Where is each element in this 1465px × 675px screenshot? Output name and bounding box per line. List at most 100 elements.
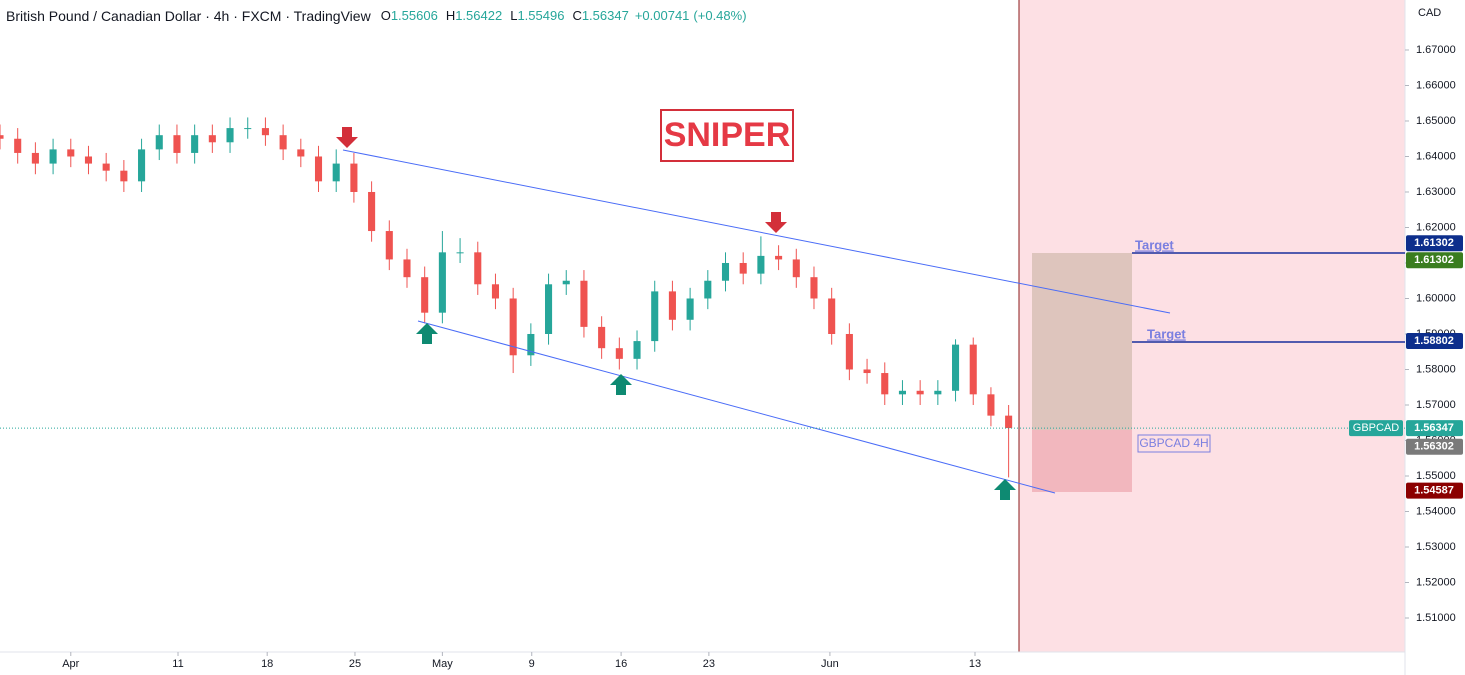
price-tag xyxy=(1406,420,1463,437)
candle-body xyxy=(208,135,216,143)
candle-body xyxy=(668,291,676,320)
candle-body xyxy=(757,255,765,274)
y-tick-label: 1.62000 xyxy=(1416,221,1456,233)
candle-body xyxy=(775,255,783,260)
candle-body xyxy=(633,341,641,359)
candle-body xyxy=(863,369,871,374)
buy-arrow xyxy=(416,323,438,344)
candle-body xyxy=(527,333,535,356)
candle-body xyxy=(138,149,146,182)
candle-body xyxy=(828,298,836,334)
x-tick-label: 9 xyxy=(529,658,535,670)
candle-body xyxy=(244,128,252,130)
candle-body xyxy=(14,138,22,153)
candles xyxy=(0,117,1013,478)
candle-body xyxy=(987,394,995,416)
x-tick-label: 23 xyxy=(703,658,715,670)
loss-zone xyxy=(1032,430,1132,492)
candle-body xyxy=(580,280,588,327)
price-tag xyxy=(1406,482,1463,499)
price-tag-label: 1.58802 xyxy=(1414,335,1454,347)
x-tick-label: May xyxy=(432,658,453,670)
price-tag-label: 1.61302 xyxy=(1414,254,1454,266)
position-label-box xyxy=(1137,434,1211,453)
candle-body xyxy=(845,333,853,370)
candle-body xyxy=(491,284,500,299)
x-tick-label: 18 xyxy=(261,658,273,670)
candle-body xyxy=(1005,415,1013,429)
candle-body xyxy=(385,231,393,260)
symbol-tag-label: GBPCAD xyxy=(1353,422,1400,434)
currency: CAD xyxy=(1418,7,1441,19)
candle-body xyxy=(739,262,747,274)
brand-box xyxy=(660,109,794,162)
change: +0.00741 xyxy=(635,8,690,23)
y-tick-label: 1.57000 xyxy=(1416,399,1456,411)
candle-body xyxy=(31,152,39,164)
candle-body xyxy=(704,280,712,299)
candle-body xyxy=(332,163,340,182)
y-tick-label: 1.52000 xyxy=(1416,576,1456,588)
ohlc-prefix: L xyxy=(510,8,517,23)
channel-upper xyxy=(342,149,1171,314)
candle-body xyxy=(49,149,57,164)
position-label: GBPCAD 4H xyxy=(1139,436,1208,450)
candle-body xyxy=(350,163,358,192)
candle-body xyxy=(261,128,269,136)
candle-body xyxy=(456,252,464,254)
title: British Pound / Canadian Dollar · 4h · F… xyxy=(6,8,372,24)
change-pct: (+0.48%) xyxy=(693,8,746,23)
candle-body xyxy=(686,298,694,320)
ohlc-prefix: O xyxy=(381,8,391,23)
candle-body xyxy=(191,135,199,153)
candle-body xyxy=(421,277,429,313)
candle-body xyxy=(881,373,889,395)
candle-body xyxy=(0,135,4,139)
x-tick-label: Jun xyxy=(821,658,839,670)
price-tag xyxy=(1406,438,1463,455)
candle-body xyxy=(952,344,960,391)
candle-body xyxy=(810,277,818,299)
ohlc-value: 1.55606 xyxy=(391,8,438,23)
candle-body xyxy=(898,390,906,395)
y-tick-label: 1.64000 xyxy=(1416,150,1456,162)
candle-body xyxy=(792,259,800,278)
x-tick-label: 13 xyxy=(969,658,981,670)
channel-lower xyxy=(417,320,1056,494)
candle-body xyxy=(403,259,411,278)
candle-body xyxy=(368,191,376,232)
candle-body xyxy=(173,135,181,153)
ohlc-value: 1.56422 xyxy=(455,8,502,23)
candle-body xyxy=(438,252,446,313)
candle-body xyxy=(474,252,482,285)
candle-body xyxy=(509,298,517,356)
price-tag xyxy=(1406,235,1463,252)
profit-zone xyxy=(1032,253,1132,430)
candle-body xyxy=(155,135,163,150)
symbol-tag xyxy=(1349,420,1403,437)
candle-body xyxy=(916,390,924,395)
candle-body xyxy=(279,135,287,150)
candle-body xyxy=(615,348,623,359)
candle-body xyxy=(84,156,93,164)
candle-body xyxy=(67,149,75,157)
x-tick-label: 11 xyxy=(172,658,183,670)
symbol-title: British Pound / Canadian Dollar · 4h · F… xyxy=(6,8,747,24)
x-tick-label: Apr xyxy=(62,658,79,670)
candle-body xyxy=(598,326,606,349)
candle-body xyxy=(934,390,942,395)
candle-body xyxy=(120,170,128,182)
price-tag-label: 1.56347 xyxy=(1414,422,1454,434)
price-tag xyxy=(1406,333,1463,350)
y-tick-label: 1.60000 xyxy=(1416,292,1456,304)
ohlc-value: 1.56347 xyxy=(582,8,629,23)
x-tick-label: 16 xyxy=(615,658,627,670)
x-tick-label: 25 xyxy=(349,658,361,670)
candle-body xyxy=(721,262,730,281)
future-zone xyxy=(1019,0,1405,652)
price-tag-label: 1.56302 xyxy=(1414,441,1454,453)
ohlc: O1.55606 H1.56422 L1.55496 C1.56347 +0.00741… xyxy=(381,8,747,23)
target-label: Target xyxy=(1147,326,1186,341)
y-tick-label: 1.63000 xyxy=(1416,186,1456,198)
